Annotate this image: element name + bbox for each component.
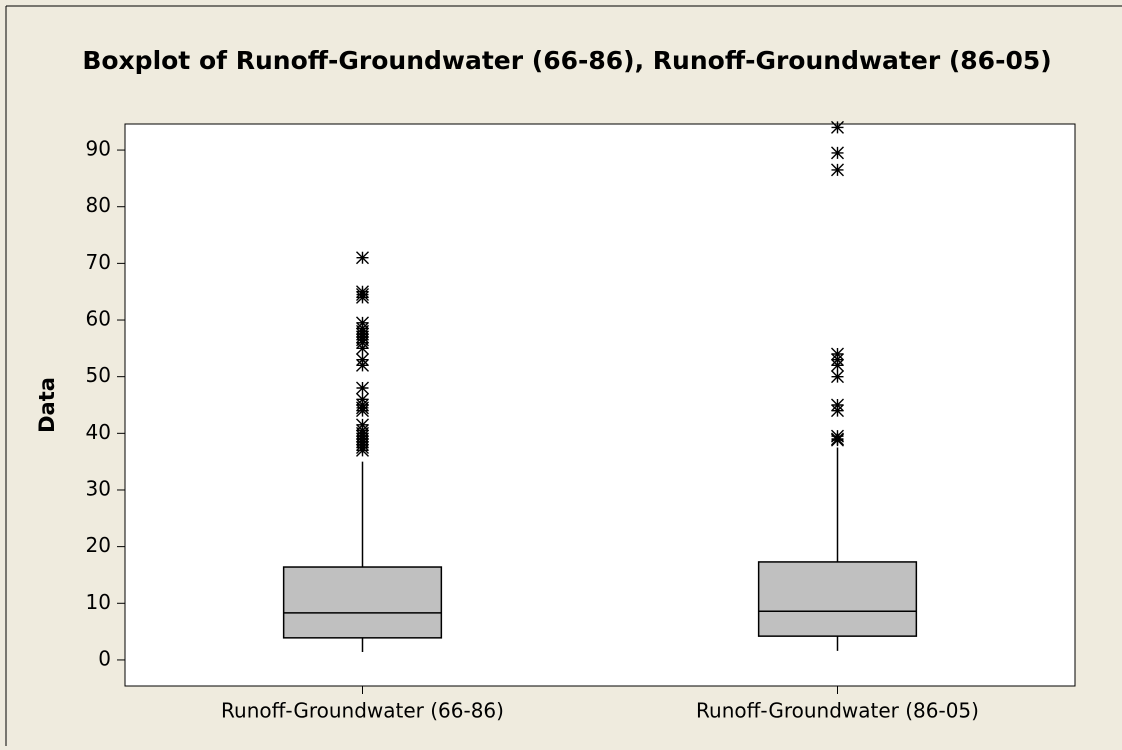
- outlier: [831, 370, 844, 384]
- outlier: [356, 290, 369, 304]
- outlier: [356, 404, 369, 418]
- y-tick-label: 0: [98, 646, 111, 670]
- outlier: [831, 146, 844, 160]
- y-tick-label: 10: [86, 590, 111, 614]
- y-tick-label: 60: [86, 307, 111, 331]
- outlier: [356, 358, 369, 372]
- outlier: [356, 381, 369, 395]
- y-tick-label: 50: [86, 363, 111, 387]
- y-tick-label: 90: [86, 137, 111, 161]
- y-tick-label: 30: [86, 476, 111, 500]
- outlier: [356, 443, 369, 457]
- outlier: [831, 358, 844, 372]
- outlier: [831, 163, 844, 177]
- x-tick-label: Runoff-Groundwater (86-05): [696, 699, 979, 723]
- chart-title: Boxplot of Runoff-Groundwater (66-86), R…: [82, 46, 1051, 75]
- plot-area: [124, 123, 1076, 687]
- outlier: [356, 251, 369, 265]
- box: [282, 566, 443, 639]
- y-tick-label: 40: [86, 420, 111, 444]
- outlier: [356, 341, 369, 355]
- box: [757, 561, 918, 637]
- y-tick-label: 80: [86, 193, 111, 217]
- y-tick-label: 70: [86, 250, 111, 274]
- outlier: [831, 433, 844, 447]
- outlier: [831, 404, 844, 418]
- y-axis-label: Data: [35, 377, 59, 433]
- x-tick-label: Runoff-Groundwater (66-86): [221, 699, 504, 723]
- outlier: [831, 120, 844, 134]
- y-tick-label: 20: [86, 533, 111, 557]
